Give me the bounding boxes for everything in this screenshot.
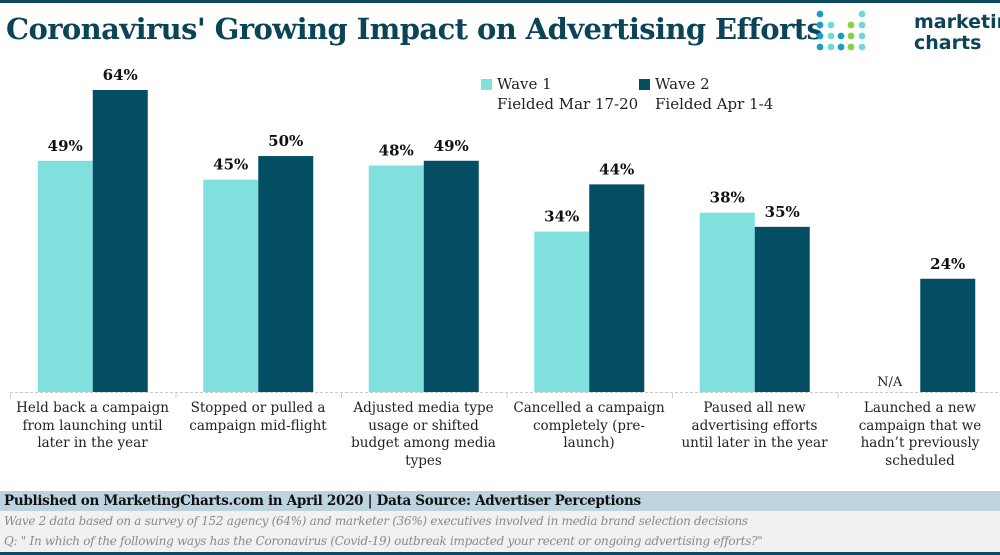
category-label-line: from launching until [22,417,163,434]
category-label-line: Paused all new [703,400,806,416]
bar-value-label: 49% [48,137,83,155]
bar-wave1 [699,212,755,392]
bar-value-label: 48% [379,142,414,160]
category-label-line: campaign mid-flight [189,417,327,434]
category-label-line: advertising efforts [691,417,818,434]
category-label-line: hadn’t previously [860,435,980,451]
bar-value-label: 24% [930,255,965,273]
bar-value-label: 50% [268,132,303,150]
category-label-line: scheduled [885,452,955,469]
footer-notes: Wave 2 data based on a survey of 152 age… [0,511,1000,552]
footer-published: Published on MarketingCharts.com in Apri… [0,491,1000,511]
bar-wave1 [534,231,590,392]
bar-wave1 [37,160,93,392]
bar-wave2 [754,226,810,392]
logo-dots-icon [816,10,866,51]
bar-value-label: 38% [710,189,745,207]
legend-swatch-wave2 [639,79,650,90]
legend-swatch-wave1 [481,79,492,90]
legend-label-wave1: Wave 1 [497,75,552,93]
category-label-line: Stopped or pulled a [190,400,326,416]
legend-sub-wave1: Fielded Mar 17-20 [497,95,639,113]
logo-line1: marketing [914,11,1000,33]
bar-label-na: N/A [877,375,903,390]
bar-value-label: 34% [544,208,579,226]
category-label-line: Held back a campaign [16,400,169,416]
bar-value-label: 44% [599,160,634,178]
category-label: Stopped or pulled a campaign mid-flight [176,400,341,435]
legend-sub-wave2: Fielded Apr 1-4 [655,95,774,113]
bar-value-label: 35% [765,203,800,221]
category-label-line: launch) [563,435,615,451]
category-label: Paused all new advertising efforts until l… [672,400,837,453]
legend-item-wave2: Wave 2 Fielded Apr 1-4 [639,74,774,114]
category-label-line: types [405,452,442,469]
bar-value-label: 49% [434,137,469,155]
logo-text: marketing charts [914,12,1000,54]
logo-line2: charts [914,32,982,54]
category-label-line: usage or shifted [368,417,479,434]
category-label-line: until later in the year [681,435,828,451]
category-label-line: budget among media [351,435,496,451]
category-label-line: later in the year [37,435,148,451]
legend-item-wave1: Wave 1 Fielded Mar 17-20 [481,74,639,114]
category-label-line: completely (pre- [532,417,645,434]
bar-chart: 49% 64% 45% 50% 48% 49% 34% 44% 38% 35% N/A 24% [10,66,1000,398]
footer-note-question: Q: " In which of the following ways has … [4,534,763,548]
bar-wave1 [203,179,259,392]
chart-title: Coronavirus' Growing Impact on Advertisi… [6,12,823,46]
bar-wave2 [258,156,314,392]
bar-wave1 [368,165,424,392]
category-label: Cancelled a campaign completely (pre-laun… [507,400,672,453]
bar-wave2 [589,184,645,392]
marketingcharts-logo: marketing charts [814,10,1000,60]
category-label-line: Adjusted media type [353,400,494,416]
bar-value-label: 45% [213,156,248,174]
category-label: Adjusted media type usage or shifted budge… [341,400,506,470]
top-border [0,0,1000,3]
bottom-border [0,552,1000,555]
category-label: Held back a campaign from launching until… [10,400,175,453]
bar-value-label: 64% [103,66,138,84]
category-label: Launched a new campaign that we hadn’t pre… [838,400,1000,470]
category-label-line: Cancelled a campaign [513,400,665,416]
bar-wave2 [92,90,148,392]
bar-wave2 [920,278,976,392]
legend-label-wave2: Wave 2 [655,75,710,93]
category-label-line: Launched a new [863,400,977,416]
footer-note-sample: Wave 2 data based on a survey of 152 age… [4,514,748,528]
category-label-line: campaign that we [858,417,982,434]
bar-wave2 [423,160,479,392]
